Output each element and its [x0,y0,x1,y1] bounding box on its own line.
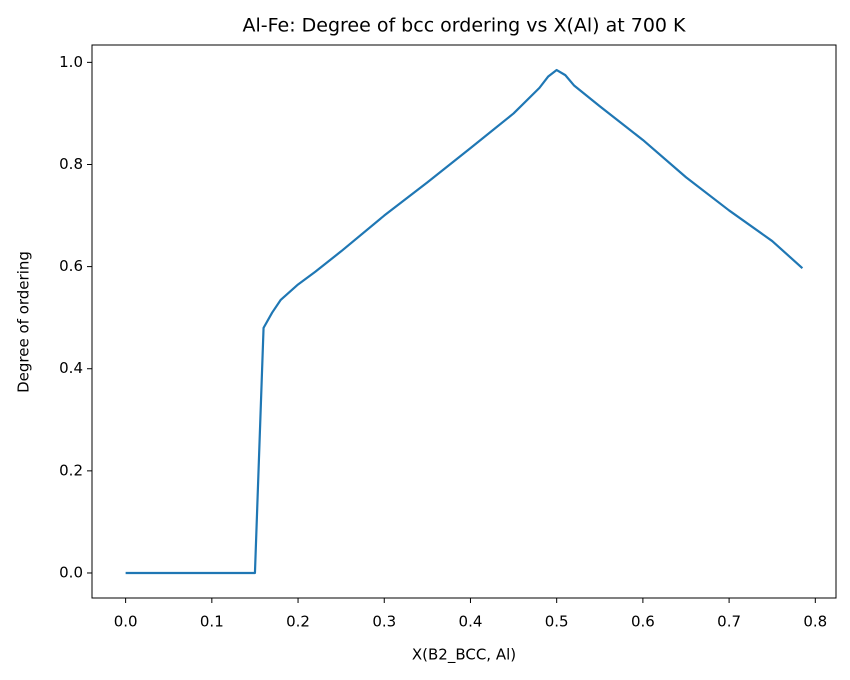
x-tick-label: 0.7 [717,613,741,631]
x-tick-label: 0.1 [200,613,224,631]
x-tick-label: 0.8 [803,613,827,631]
data-line [125,68,804,575]
y-axis-label: Degree of ordering [15,251,33,393]
x-tick-label: 0.4 [459,613,483,631]
chart-title: Al-Fe: Degree of bcc ordering vs X(Al) a… [242,15,686,37]
y-tick-label: 0.6 [59,257,83,275]
x-tick-label: 0.6 [631,613,655,631]
x-tick-label: 0.3 [372,613,396,631]
x-tick-label: 0.2 [286,613,310,631]
x-tick-label: 0.0 [114,613,138,631]
y-tick-label: 0.4 [59,359,83,377]
y-tick-label: 1.0 [59,53,83,71]
y-tick-label: 0.0 [59,563,83,581]
plot-frame [91,44,837,599]
y-tick-label: 0.2 [59,461,83,479]
y-tick-label: 0.8 [59,155,83,173]
x-axis-label: X(B2_BCC, Al) [412,646,516,665]
x-tick-label: 0.5 [545,613,569,631]
